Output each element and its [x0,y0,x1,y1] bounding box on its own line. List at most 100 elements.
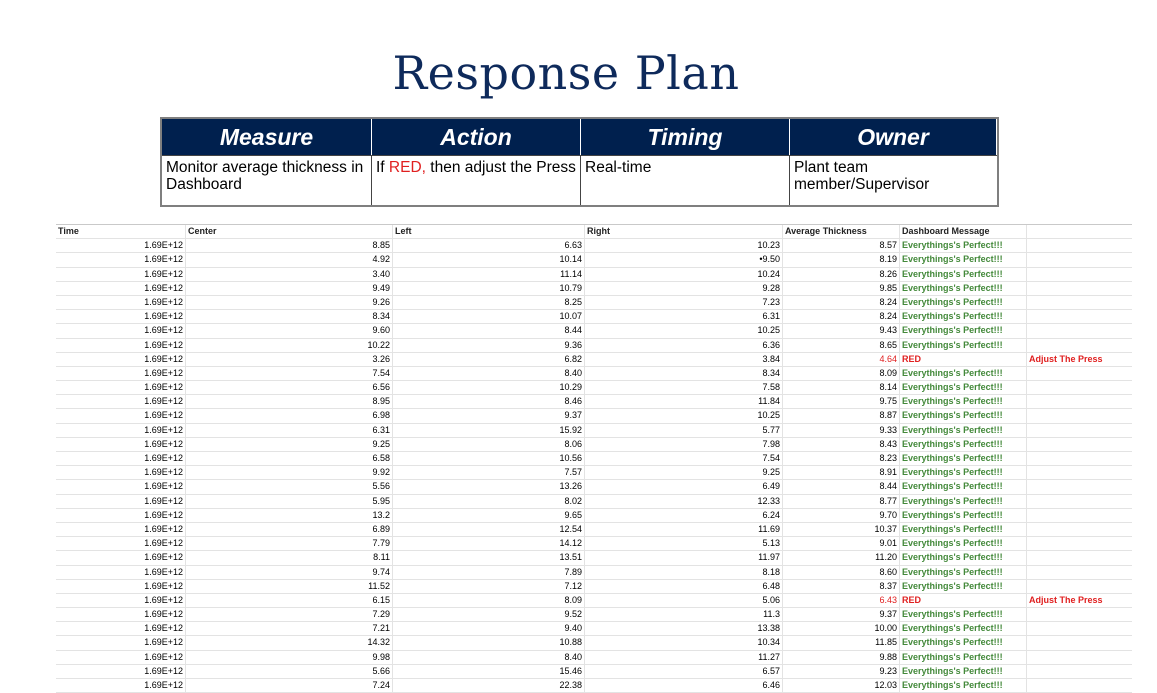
dashboard-message-cell[interactable]: Everythings's Perfect!!! [899,466,1026,480]
left-cell[interactable]: 8.40 [392,650,584,664]
col-header-right[interactable]: Right [584,225,782,239]
action-note-cell[interactable] [1026,381,1132,395]
center-cell[interactable]: 9.49 [185,281,392,295]
col-header-left[interactable]: Left [392,225,584,239]
average-thickness-cell[interactable]: 9.23 [782,664,899,678]
left-cell[interactable]: 7.57 [392,466,584,480]
right-cell[interactable]: 10.23 [584,239,782,253]
action-note-cell[interactable] [1026,338,1132,352]
right-cell[interactable]: 10.24 [584,267,782,281]
average-thickness-cell[interactable]: 9.88 [782,650,899,664]
action-note-cell[interactable]: Adjust The Press [1026,352,1132,366]
action-note-cell[interactable] [1026,579,1132,593]
center-cell[interactable]: 9.92 [185,466,392,480]
left-cell[interactable]: 6.82 [392,352,584,366]
right-cell[interactable]: 10.25 [584,324,782,338]
right-cell[interactable]: 6.49 [584,480,782,494]
time-cell[interactable]: 1.69E+12 [144,339,183,350]
dashboard-message-cell[interactable]: Everythings's Perfect!!! [899,650,1026,664]
average-thickness-cell[interactable]: 10.00 [782,622,899,636]
center-cell[interactable]: 6.98 [185,409,392,423]
right-cell[interactable]: •9.50 [584,253,782,267]
time-cell[interactable]: 1.69E+12 [144,609,183,620]
right-cell[interactable]: 6.36 [584,338,782,352]
center-cell[interactable]: 11.52 [185,579,392,593]
action-note-cell[interactable] [1026,608,1132,622]
center-cell[interactable]: 6.31 [185,423,392,437]
right-cell[interactable]: 8.34 [584,366,782,381]
left-cell[interactable]: 8.06 [392,437,584,451]
average-thickness-cell[interactable]: 8.24 [782,295,899,310]
left-cell[interactable]: 10.14 [392,253,584,267]
average-thickness-cell[interactable]: 8.60 [782,565,899,579]
dashboard-message-cell[interactable]: Everythings's Perfect!!! [899,452,1026,466]
dashboard-message-cell[interactable]: Everythings's Perfect!!! [899,622,1026,636]
left-cell[interactable]: 10.88 [392,636,584,650]
average-thickness-cell[interactable]: 8.37 [782,579,899,593]
time-cell[interactable]: 1.69E+12 [144,240,183,251]
right-cell[interactable]: 6.46 [584,679,782,693]
col-header-blank[interactable] [1026,225,1132,239]
center-cell[interactable]: 4.92 [185,253,392,267]
center-cell[interactable]: 6.89 [185,522,392,537]
time-cell[interactable]: 1.69E+12 [144,495,183,506]
left-cell[interactable]: 8.40 [392,366,584,381]
time-cell[interactable]: 1.69E+12 [144,268,183,279]
dashboard-message-cell[interactable]: Everythings's Perfect!!! [899,480,1026,494]
dashboard-message-cell[interactable]: RED [899,352,1026,366]
action-note-cell[interactable] [1026,281,1132,295]
center-cell[interactable]: 8.11 [185,551,392,565]
time-cell[interactable]: 1.69E+12 [144,311,183,322]
dashboard-message-cell[interactable]: Everythings's Perfect!!! [899,310,1026,324]
left-cell[interactable]: 8.44 [392,324,584,338]
left-cell[interactable]: 15.46 [392,664,584,678]
action-note-cell[interactable] [1026,480,1132,494]
left-cell[interactable]: 12.54 [392,522,584,537]
right-cell[interactable]: 7.58 [584,381,782,395]
right-cell[interactable]: 6.24 [584,508,782,522]
average-thickness-cell[interactable]: 8.24 [782,310,899,324]
left-cell[interactable]: 9.36 [392,338,584,352]
dashboard-message-cell[interactable]: Everythings's Perfect!!! [899,395,1026,409]
average-thickness-cell[interactable]: 8.77 [782,494,899,508]
action-note-cell[interactable] [1026,324,1132,338]
action-note-cell[interactable] [1026,310,1132,324]
left-cell[interactable]: 13.51 [392,551,584,565]
left-cell[interactable]: 22.38 [392,679,584,693]
time-cell[interactable]: 1.69E+12 [144,325,183,336]
action-note-cell[interactable] [1026,650,1132,664]
time-cell[interactable]: 1.69E+12 [144,594,183,605]
action-note-cell[interactable] [1026,551,1132,565]
right-cell[interactable]: 7.54 [584,452,782,466]
action-note-cell[interactable] [1026,466,1132,480]
left-cell[interactable]: 8.09 [392,593,584,608]
average-thickness-cell[interactable]: 8.91 [782,466,899,480]
action-note-cell[interactable] [1026,565,1132,579]
dashboard-message-cell[interactable]: RED [899,593,1026,608]
time-cell[interactable]: 1.69E+12 [144,467,183,478]
average-thickness-cell[interactable]: 8.09 [782,366,899,381]
action-note-cell[interactable] [1026,295,1132,310]
dashboard-message-cell[interactable]: Everythings's Perfect!!! [899,423,1026,437]
average-thickness-cell[interactable]: 8.65 [782,338,899,352]
dashboard-message-cell[interactable]: Everythings's Perfect!!! [899,579,1026,593]
dashboard-message-cell[interactable]: Everythings's Perfect!!! [899,494,1026,508]
dashboard-message-cell[interactable]: Everythings's Perfect!!! [899,239,1026,253]
dashboard-message-cell[interactable]: Everythings's Perfect!!! [899,324,1026,338]
right-cell[interactable]: 5.13 [584,537,782,551]
center-cell[interactable]: 5.66 [185,664,392,678]
right-cell[interactable]: 11.3 [584,608,782,622]
time-cell[interactable]: 1.69E+12 [144,367,183,378]
dashboard-message-cell[interactable]: Everythings's Perfect!!! [899,366,1026,381]
right-cell[interactable]: 5.77 [584,423,782,437]
dashboard-message-cell[interactable]: Everythings's Perfect!!! [899,522,1026,537]
right-cell[interactable]: 7.23 [584,295,782,310]
right-cell[interactable]: 12.33 [584,494,782,508]
dashboard-message-cell[interactable]: Everythings's Perfect!!! [899,537,1026,551]
center-cell[interactable]: 14.32 [185,636,392,650]
action-note-cell[interactable] [1026,664,1132,678]
time-cell[interactable]: 1.69E+12 [144,296,183,307]
center-cell[interactable]: 3.26 [185,352,392,366]
average-thickness-cell[interactable]: 8.87 [782,409,899,423]
time-cell[interactable]: 1.69E+12 [144,623,183,634]
